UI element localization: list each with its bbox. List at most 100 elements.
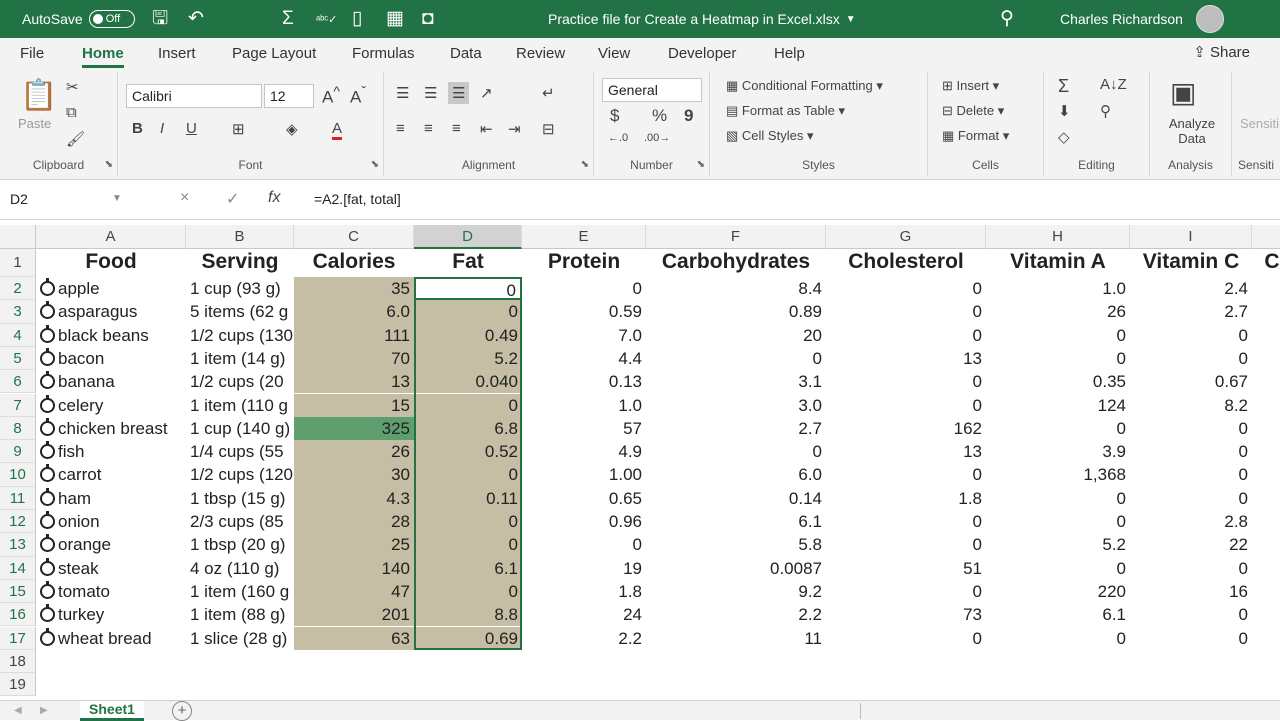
cell-a7[interactable]: celery	[36, 394, 186, 417]
bold-button[interactable]: B	[132, 120, 143, 137]
cell-d9[interactable]: 0.52	[414, 440, 522, 464]
column-header-f[interactable]: F	[646, 225, 826, 249]
decrease-indent-icon[interactable]: ⇤	[480, 121, 493, 138]
cell-i4[interactable]: 0	[1238, 325, 1248, 345]
save-icon[interactable]: 🖫	[152, 8, 169, 29]
cell-g9[interactable]: 13	[963, 442, 982, 462]
cell-b17[interactable]: 1 slice (28 g)	[190, 628, 288, 648]
cell-f2[interactable]: 8.4	[798, 279, 822, 298]
format-cells-button[interactable]: ▦ Format ▾	[942, 128, 1010, 143]
cell-b2[interactable]: 1 cup (93 g)	[190, 279, 281, 298]
food-data-type-icon[interactable]	[40, 417, 55, 436]
cell-d7[interactable]: 0	[414, 393, 522, 417]
font-color-icon[interactable]: A	[332, 120, 343, 140]
cell-b7[interactable]: 1 item (110 g	[190, 395, 288, 415]
autosum-icon[interactable]: Σ	[1058, 76, 1070, 96]
column-header-d[interactable]: D	[414, 225, 522, 249]
cell-h9[interactable]: 3.9	[1102, 442, 1126, 462]
row-header-7[interactable]: 7	[0, 393, 36, 417]
cell-e3[interactable]: 0.59	[608, 302, 642, 322]
row-header-18[interactable]: 18	[0, 649, 36, 674]
food-data-type-icon[interactable]	[40, 511, 55, 529]
clear-icon[interactable]: ◇	[1058, 129, 1070, 146]
cell-d11[interactable]: 0.11	[414, 486, 522, 510]
name-box[interactable]: D2	[10, 191, 28, 207]
cell-i7[interactable]: 8.2	[1224, 395, 1248, 415]
tab-home[interactable]: Home	[82, 45, 124, 68]
cell-i5[interactable]: 0	[1238, 348, 1248, 368]
cell-c8[interactable]: 325	[294, 416, 414, 441]
align-center-icon[interactable]: ≡	[424, 120, 433, 137]
column-header-b[interactable]: B	[186, 225, 294, 249]
cell-g11[interactable]: 1.8	[958, 488, 982, 508]
cell-e5[interactable]: 4.4	[618, 348, 642, 368]
column-header-e[interactable]: E	[522, 225, 646, 249]
cell-e8[interactable]: 57	[623, 418, 642, 438]
food-data-type-icon[interactable]	[40, 464, 55, 483]
tab-help[interactable]: Help	[774, 45, 805, 62]
wrap-text-icon[interactable]: ↵	[542, 85, 555, 102]
formula-input[interactable]: =A2.[fat, total]	[314, 191, 401, 207]
number-format-select[interactable]: General	[602, 78, 702, 102]
cell-i16[interactable]: 0	[1238, 605, 1248, 625]
search-icon[interactable]: ⚲	[1000, 8, 1014, 29]
find-select-icon[interactable]: ⚲	[1100, 103, 1111, 120]
cell-e4[interactable]: 7.0	[618, 325, 642, 345]
cell-g16[interactable]: 73	[963, 605, 982, 625]
cell-g14[interactable]: 51	[963, 558, 982, 578]
cell-h10[interactable]: 1,368	[1083, 465, 1126, 485]
cell-e2[interactable]: 0	[632, 279, 642, 298]
merge-center-icon[interactable]: ⊟	[542, 121, 555, 138]
row-header-5[interactable]: 5	[0, 346, 36, 371]
cell-e14[interactable]: 19	[623, 558, 642, 578]
cell-a14[interactable]: steak	[36, 557, 186, 580]
cell-h16[interactable]: 6.1	[1102, 605, 1126, 625]
cell-i17[interactable]: 0	[1238, 628, 1248, 648]
delete-cells-button[interactable]: ⊟ Delete ▾	[942, 103, 1005, 118]
chevron-down-icon[interactable]: ▼	[112, 193, 122, 204]
italic-button[interactable]: I	[160, 120, 165, 137]
select-all-corner[interactable]	[0, 225, 36, 249]
orientation-icon[interactable]: ↗	[480, 85, 493, 102]
row-header-8[interactable]: 8	[0, 416, 36, 441]
add-sheet-button[interactable]: +	[172, 701, 192, 721]
scroll-right-icon[interactable]: ▶	[40, 705, 48, 716]
cell-g15[interactable]: 0	[972, 581, 982, 601]
cell-h11[interactable]: 0	[1116, 488, 1126, 508]
cell-a9[interactable]: fish	[36, 440, 186, 463]
column-header-i[interactable]: I	[1130, 225, 1252, 249]
cell-e13[interactable]: 0	[632, 535, 642, 555]
cell-i15[interactable]: 16	[1229, 581, 1248, 601]
format-as-table-button[interactable]: ▤ Format as Table ▾	[726, 103, 846, 118]
increase-font-icon[interactable]: A^	[322, 84, 340, 107]
launcher-icon[interactable]: ⬊	[580, 159, 589, 170]
cell-f11[interactable]: 0.14	[788, 488, 822, 508]
cell-c14[interactable]: 140	[294, 556, 414, 580]
table-icon[interactable]: ▦	[386, 8, 404, 29]
cell-f3[interactable]: 0.89	[788, 302, 822, 322]
align-right-icon[interactable]: ≡	[452, 120, 461, 137]
cell-f9[interactable]: 0	[812, 442, 822, 462]
row-header-4[interactable]: 4	[0, 323, 36, 347]
cell-f6[interactable]: 3.1	[798, 372, 822, 392]
comma-button[interactable]: 9	[684, 106, 694, 125]
cell-d10[interactable]: 0	[414, 463, 522, 487]
cell-i13[interactable]: 22	[1229, 535, 1248, 555]
copy-icon[interactable]: ⧉	[66, 104, 77, 121]
row-header-13[interactable]: 13	[0, 533, 36, 557]
cell-b4[interactable]: 1/2 cups (130	[190, 325, 294, 345]
font-size-select[interactable]: 12	[264, 84, 314, 108]
font-name-select[interactable]: Calibri	[126, 84, 262, 108]
cell-b6[interactable]: 1/2 cups (20	[190, 372, 284, 392]
cell-h15[interactable]: 220	[1097, 581, 1126, 601]
launcher-icon[interactable]: ⬊	[370, 159, 379, 170]
cell-f17[interactable]: 11	[804, 628, 822, 648]
column-title-carbohydrates[interactable]: Carbohydrates	[661, 250, 811, 273]
column-title-c[interactable]: C	[1264, 250, 1280, 273]
food-data-type-icon[interactable]	[40, 441, 55, 460]
cell-c15[interactable]: 47	[294, 579, 414, 604]
cell-f16[interactable]: 2.2	[798, 605, 822, 625]
cell-g2[interactable]: 0	[972, 279, 982, 298]
cell-h2[interactable]: 1.0	[1102, 279, 1126, 298]
food-data-type-icon[interactable]	[40, 627, 55, 646]
